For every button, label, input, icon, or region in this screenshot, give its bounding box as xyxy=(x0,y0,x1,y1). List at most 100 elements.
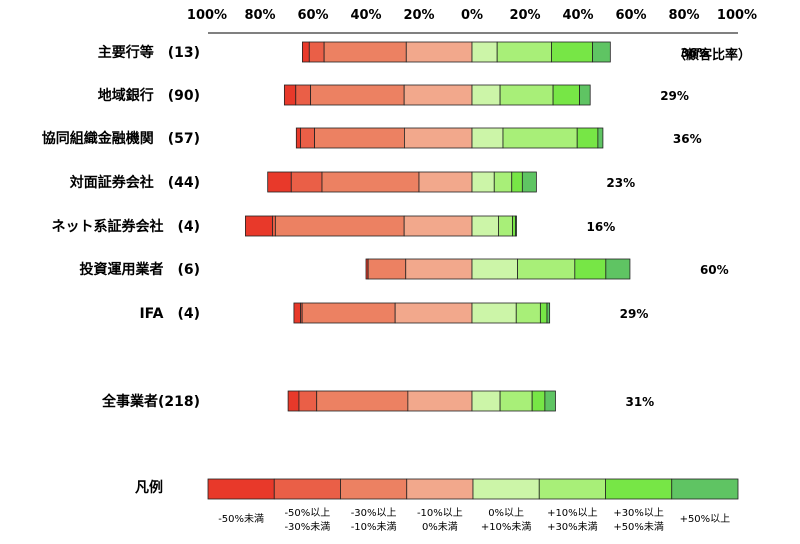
x-tick-label: 60% xyxy=(615,8,646,23)
bar-segment xyxy=(323,41,407,63)
ratio-label: 36% xyxy=(673,132,702,146)
bar-segment xyxy=(499,390,533,412)
ratio-label: 60% xyxy=(700,263,729,277)
category-label: 全事業者(218) xyxy=(101,393,200,410)
x-tick-label: 60% xyxy=(297,8,328,23)
bar-segment xyxy=(295,84,312,106)
x-tick-label: 100% xyxy=(187,8,227,23)
bar-segment xyxy=(404,127,473,149)
category-label: IFA (4) xyxy=(139,306,200,322)
legend-label: +30%以上+50%未満 xyxy=(613,507,664,533)
bar-segment xyxy=(493,171,513,193)
bar-segment xyxy=(295,127,301,149)
bar-segment xyxy=(605,258,631,280)
bar-segment xyxy=(544,390,556,412)
legend-swatch xyxy=(671,478,739,500)
legend-item: -50%以上-30%未満 xyxy=(273,478,341,533)
legend-swatch xyxy=(472,478,540,500)
x-tick-label: 40% xyxy=(562,8,593,23)
legend-label: -10%以上 0%未満 xyxy=(417,507,463,533)
category-label: 地域銀行 (90) xyxy=(98,87,200,104)
bar-segment xyxy=(579,84,591,106)
legend-label: +50%以上 xyxy=(680,513,731,525)
bar-segment xyxy=(367,258,407,280)
ratio-header: （顧客比率） xyxy=(673,47,751,63)
bar-segment xyxy=(471,171,495,193)
bar-segment xyxy=(496,41,552,63)
legend-item: +30%以上+50%未満 xyxy=(605,478,673,533)
category-row: 主要行等 (13) 36% xyxy=(98,41,709,63)
bar-segment xyxy=(551,41,593,63)
legend-swatch xyxy=(538,478,606,500)
legend-label: -50%未満 xyxy=(218,513,264,525)
bar-segment xyxy=(405,258,473,280)
legend-label: +10%以上+30%未満 xyxy=(547,507,598,533)
category-row: 全事業者(218) 31% xyxy=(101,390,654,412)
bar-segment xyxy=(287,390,300,412)
legend-swatch xyxy=(340,478,408,500)
bar-segment xyxy=(301,41,310,63)
bar-segment xyxy=(515,215,517,237)
bar-segment xyxy=(308,41,325,63)
bar-segment xyxy=(300,127,315,149)
bar-segment xyxy=(418,171,473,193)
x-tick-label: 20% xyxy=(403,8,434,23)
bar-segment xyxy=(471,258,518,280)
legend-swatch xyxy=(406,478,474,500)
bar-segment xyxy=(290,171,323,193)
bar-segment xyxy=(403,84,473,106)
category-row: 対面証券会社 (44) 23% xyxy=(69,171,635,193)
bar-segment xyxy=(515,302,541,324)
x-axis-ticks: 100% 80% 60% 40% 20% 0% 20% 40% 60% 80% 100% xyxy=(187,8,757,23)
bar-segment xyxy=(283,84,297,106)
ratio-label: 16% xyxy=(587,220,616,234)
bar-segment xyxy=(552,84,580,106)
x-tick-label: 40% xyxy=(350,8,381,23)
bar-segment xyxy=(592,41,611,63)
legend: -50%未満 -50%以上-30%未満 -30%以上-10%未満 -10%以上 0%未満… xyxy=(207,478,739,533)
bar-segment xyxy=(267,171,292,193)
bar-segment xyxy=(471,84,501,106)
x-tick-label: 100% xyxy=(717,8,757,23)
bar-segment xyxy=(517,258,576,280)
category-row: 地域銀行 (90) 29% xyxy=(98,84,689,106)
ratio-label: 31% xyxy=(625,395,654,409)
category-label: 協同組織金融機関 (57) xyxy=(42,130,200,147)
bar-segment xyxy=(499,84,554,106)
category-label: 主要行等 (13) xyxy=(98,44,200,61)
category-row: 協同組織金融機関 (57) 36% xyxy=(42,127,702,149)
bar-segment xyxy=(521,171,537,193)
bar-segment xyxy=(274,215,405,237)
ratio-label: 36% xyxy=(680,46,709,60)
bar-segment xyxy=(502,127,578,149)
bar-segment xyxy=(405,41,473,63)
legend-swatch xyxy=(273,478,341,500)
category-rows: 主要行等 (13) 36% 地域銀行 (90) 29% 協同組織金融機関 (57) 36%… xyxy=(42,41,729,412)
legend-swatch xyxy=(605,478,673,500)
legend-title: 凡例 xyxy=(135,479,163,496)
bar-segment xyxy=(316,390,409,412)
category-row: 投資運用業者 (6) 60% xyxy=(79,258,729,280)
ratio-label: 29% xyxy=(620,307,649,321)
bar-segment xyxy=(272,215,276,237)
legend-item: +10%以上+30%未満 xyxy=(538,478,606,533)
bar-segment xyxy=(498,215,513,237)
bar-segment xyxy=(539,302,548,324)
bar-segment xyxy=(471,127,504,149)
bar-segment xyxy=(314,127,405,149)
legend-item: 0%以上+10%未満 xyxy=(472,478,540,533)
bar-segment xyxy=(512,215,516,237)
bar-segment xyxy=(471,215,499,237)
ratio-label: 23% xyxy=(606,176,635,190)
bar-segment xyxy=(546,302,551,324)
category-row: ネット系証券会社 (4) 16% xyxy=(51,215,616,237)
legend-label: -30%以上-10%未満 xyxy=(351,507,397,533)
legend-label: -50%以上-30%未満 xyxy=(284,507,330,533)
x-tick-label: 80% xyxy=(668,8,699,23)
bar-segment xyxy=(301,302,396,324)
category-row: IFA (4) 29% xyxy=(139,302,649,324)
bar-segment xyxy=(531,390,546,412)
bar-segment xyxy=(310,84,405,106)
bar-segment xyxy=(511,171,523,193)
